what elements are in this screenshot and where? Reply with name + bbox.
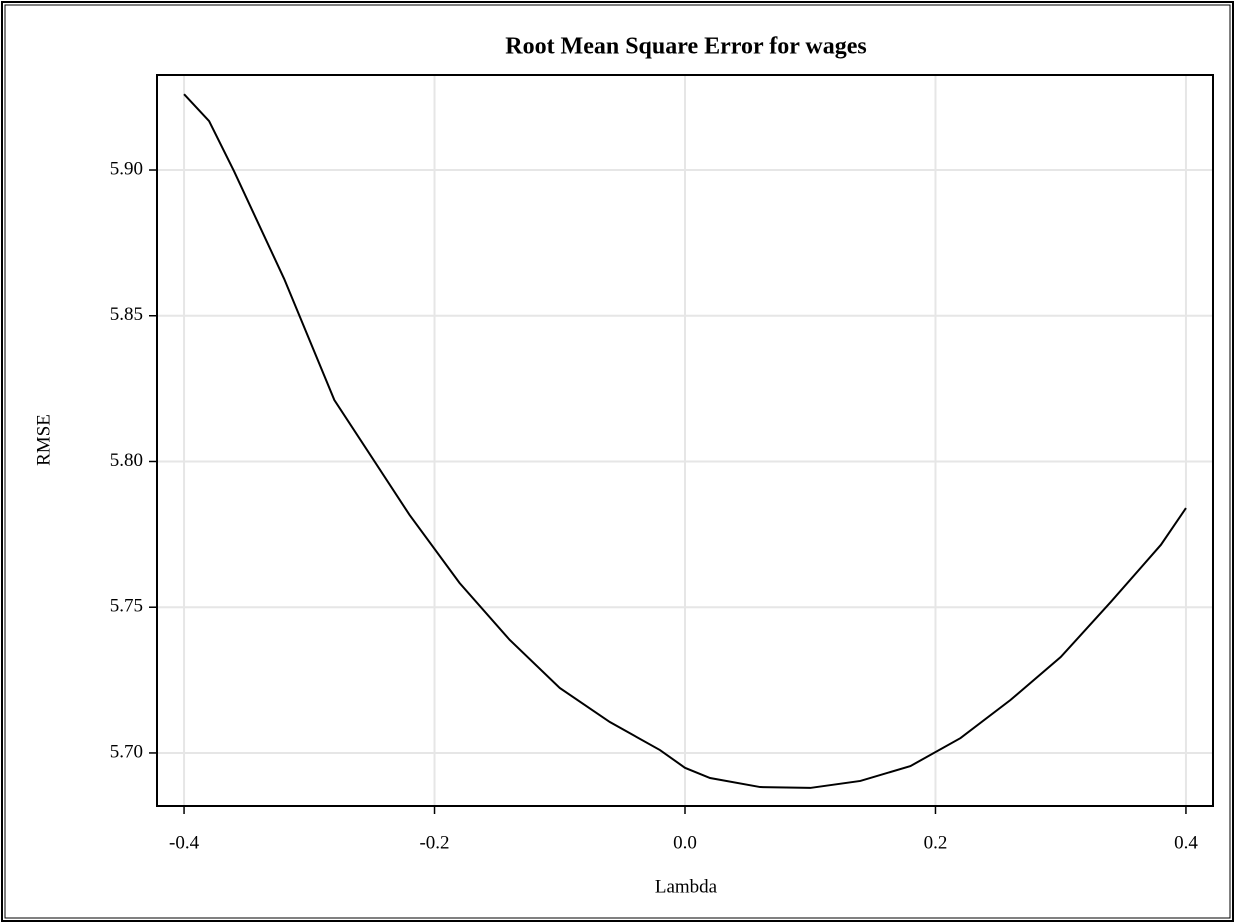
line-series xyxy=(183,93,1187,789)
x-tick-label: -0.2 xyxy=(419,832,449,853)
chart-title: Root Mean Square Error for wages xyxy=(505,34,867,60)
y-tick-label: 5.80 xyxy=(110,450,143,471)
y-axis-label: RMSE xyxy=(33,414,54,466)
y-tick-label: 5.70 xyxy=(110,741,143,762)
x-tick-label: 0.0 xyxy=(673,832,697,853)
y-tick-label: 5.90 xyxy=(110,158,143,179)
x-tick-label: -0.4 xyxy=(169,832,200,853)
y-tick-label: 5.75 xyxy=(110,596,143,617)
frame-inner xyxy=(4,4,1231,919)
x-tick-label: 0.4 xyxy=(1174,832,1198,853)
marks-layer xyxy=(183,93,1187,789)
y-tick-label: 5.85 xyxy=(110,304,143,325)
grid-layer xyxy=(157,75,1213,806)
x-axis-label: Lambda xyxy=(655,876,718,897)
x-tick-label: 0.2 xyxy=(924,832,948,853)
